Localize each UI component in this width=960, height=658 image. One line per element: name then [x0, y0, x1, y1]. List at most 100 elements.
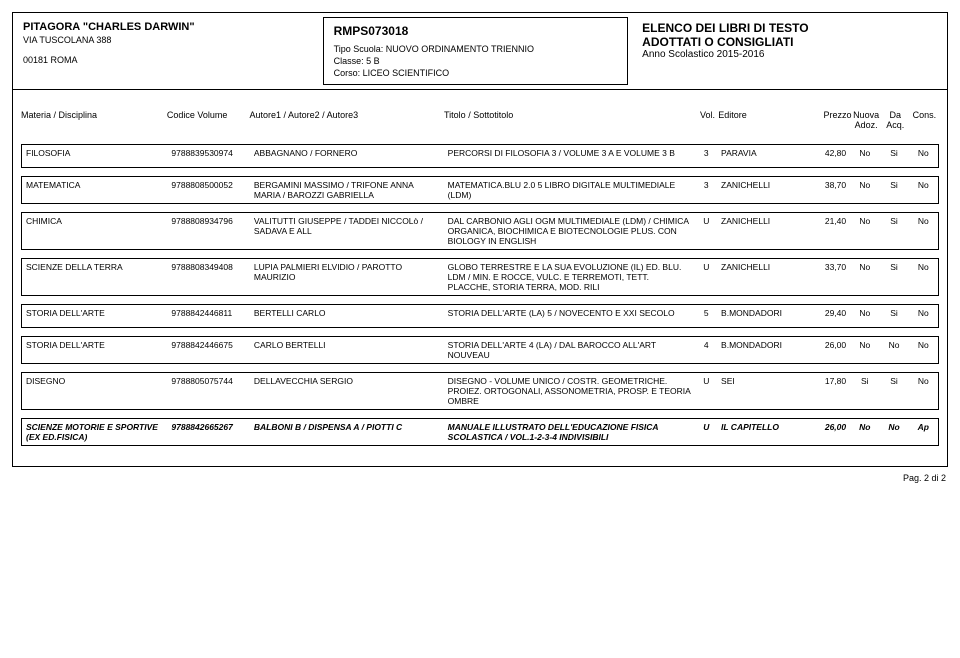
table-row: DISEGNO9788805075744DELLAVECCHIA SERGIOD…: [21, 372, 939, 410]
column-headers: Materia / Disciplina Codice Volume Autor…: [17, 108, 943, 136]
cell-autori: BALBONI B / DISPENSA A / PIOTTI C: [250, 419, 444, 445]
tipo-value: NUOVO ORDINAMENTO TRIENNIO: [386, 44, 534, 54]
cell-codice: 9788842665267: [167, 419, 250, 445]
cell-autori: CARLO BERTELLI: [250, 337, 444, 363]
table-row: FILOSOFIA9788839530974ABBAGNANO / FORNER…: [21, 144, 939, 168]
school-city: 00181 ROMA: [23, 55, 309, 65]
col-editore: Editore: [718, 110, 810, 130]
cell-materia: SCIENZE MOTORIE E SPORTIVE (EX ED.FISICA…: [22, 419, 167, 445]
cell-autori: DELLAVECCHIA SERGIO: [250, 373, 444, 409]
cell-vol: 3: [696, 145, 718, 167]
cell-cons: No: [909, 213, 938, 249]
cell-titolo: DISEGNO - VOLUME UNICO / COSTR. GEOMETRI…: [444, 373, 696, 409]
cell-codice: 9788842446675: [167, 337, 250, 363]
cell-editore: B.MONDADORI: [717, 337, 809, 363]
cell-vol: U: [696, 419, 718, 445]
classe-value: 5 B: [366, 56, 380, 66]
cell-vol: U: [696, 373, 718, 409]
table-row: MATEMATICA9788808500052BERGAMINI MASSIMO…: [21, 176, 939, 204]
cell-editore: IL CAPITELLO: [717, 419, 809, 445]
cell-nuova: No: [850, 213, 879, 249]
col-titolo: Titolo / Sottotitolo: [444, 110, 697, 130]
page-frame: PITAGORA "CHARLES DARWIN" VIA TUSCOLANA …: [12, 12, 948, 467]
cell-materia: SCIENZE DELLA TERRA: [22, 259, 167, 295]
cell-titolo: MANUALE ILLUSTRATO DELL'EDUCAZIONE FISIC…: [444, 419, 696, 445]
cell-nuova: No: [850, 419, 879, 445]
cell-codice: 9788839530974: [167, 145, 250, 167]
cell-vol: 4: [696, 337, 718, 363]
cell-vol: 3: [696, 177, 718, 203]
cell-autori: ABBAGNANO / FORNERO: [250, 145, 444, 167]
cell-autori: LUPIA PALMIERI ELVIDIO / PAROTTO MAURIZI…: [250, 259, 444, 295]
cell-cons: Ap: [909, 419, 938, 445]
cell-codice: 9788808500052: [167, 177, 250, 203]
cell-codice: 9788808934796: [167, 213, 250, 249]
school-block: PITAGORA "CHARLES DARWIN" VIA TUSCOLANA …: [13, 13, 319, 89]
cell-materia: STORIA DELL'ARTE: [22, 337, 167, 363]
cell-da: Si: [879, 145, 908, 167]
col-materia: Materia / Disciplina: [21, 110, 167, 130]
cell-nuova: Si: [850, 373, 879, 409]
col-da: Da Acq.: [881, 110, 910, 130]
cell-materia: DISEGNO: [22, 373, 167, 409]
cell-materia: STORIA DELL'ARTE: [22, 305, 167, 327]
cell-autori: VALITUTTI GIUSEPPE / TADDEI NICCOLò / SA…: [250, 213, 444, 249]
school-name: PITAGORA "CHARLES DARWIN": [23, 21, 309, 33]
table-row: SCIENZE MOTORIE E SPORTIVE (EX ED.FISICA…: [21, 418, 939, 446]
cell-prezzo: 29,40: [809, 305, 850, 327]
cell-titolo: DAL CARBONIO AGLI OGM MULTIMEDIALE (LDM)…: [444, 213, 696, 249]
cell-prezzo: 38,70: [809, 177, 850, 203]
cell-autori: BERGAMINI MASSIMO / TRIFONE ANNA MARIA /…: [250, 177, 444, 203]
cell-titolo: STORIA DELL'ARTE 4 (LA) / DAL BAROCCO AL…: [444, 337, 696, 363]
col-nuova: Nuova Adoz.: [851, 110, 880, 130]
cell-nuova: No: [850, 337, 879, 363]
school-code: RMPS073018: [334, 24, 618, 38]
cell-vol: 5: [696, 305, 718, 327]
col-cons: Cons.: [910, 110, 939, 130]
table-row: SCIENZE DELLA TERRA9788808349408LUPIA PA…: [21, 258, 939, 296]
cell-nuova: No: [850, 305, 879, 327]
cell-da: Si: [879, 373, 908, 409]
cell-codice: 9788808349408: [167, 259, 250, 295]
cell-da: Si: [879, 213, 908, 249]
cell-materia: CHIMICA: [22, 213, 167, 249]
cell-materia: MATEMATICA: [22, 177, 167, 203]
corso-line: Corso: LICEO SCIENTIFICO: [334, 68, 618, 78]
cell-nuova: No: [850, 177, 879, 203]
school-address: VIA TUSCOLANA 388: [23, 35, 309, 45]
table-row: STORIA DELL'ARTE9788842446811BERTELLI CA…: [21, 304, 939, 328]
cell-vol: U: [696, 213, 718, 249]
col-prezzo: Prezzo: [811, 110, 852, 130]
banner-year: Anno Scolastico 2015-2016: [642, 49, 937, 60]
col-autori: Autore1 / Autore2 / Autore3: [250, 110, 444, 130]
cell-prezzo: 42,80: [809, 145, 850, 167]
cell-prezzo: 21,40: [809, 213, 850, 249]
tipo-label: Tipo Scuola:: [334, 44, 384, 54]
content-area: Materia / Disciplina Codice Volume Autor…: [13, 90, 947, 466]
cell-titolo: PERCORSI DI FILOSOFIA 3 / VOLUME 3 A E V…: [444, 145, 696, 167]
banner-sub: ADOTTATI O CONSIGLIATI: [642, 35, 937, 49]
cell-titolo: GLOBO TERRESTRE E LA SUA EVOLUZIONE (IL)…: [444, 259, 696, 295]
code-block: RMPS073018 Tipo Scuola: NUOVO ORDINAMENT…: [323, 17, 629, 85]
tipo-line: Tipo Scuola: NUOVO ORDINAMENTO TRIENNIO: [334, 44, 618, 54]
cell-autori: BERTELLI CARLO: [250, 305, 444, 327]
cell-titolo: STORIA DELL'ARTE (LA) 5 / NOVECENTO E XX…: [444, 305, 696, 327]
cell-cons: No: [909, 305, 938, 327]
cell-nuova: No: [850, 259, 879, 295]
classe-line: Classe: 5 B: [334, 56, 618, 66]
cell-da: No: [879, 337, 908, 363]
cell-prezzo: 26,00: [809, 419, 850, 445]
cell-da: Si: [879, 177, 908, 203]
cell-editore: B.MONDADORI: [717, 305, 809, 327]
cell-editore: SEI: [717, 373, 809, 409]
cell-editore: ZANICHELLI: [717, 259, 809, 295]
cell-editore: ZANICHELLI: [717, 177, 809, 203]
cell-nuova: No: [850, 145, 879, 167]
cell-cons: No: [909, 177, 938, 203]
page-number: Pag. 2 di 2: [12, 467, 948, 483]
cell-da: Si: [879, 305, 908, 327]
table-row: CHIMICA9788808934796VALITUTTI GIUSEPPE /…: [21, 212, 939, 250]
cell-cons: No: [909, 259, 938, 295]
cell-editore: PARAVIA: [717, 145, 809, 167]
classe-label: Classe:: [334, 56, 364, 66]
